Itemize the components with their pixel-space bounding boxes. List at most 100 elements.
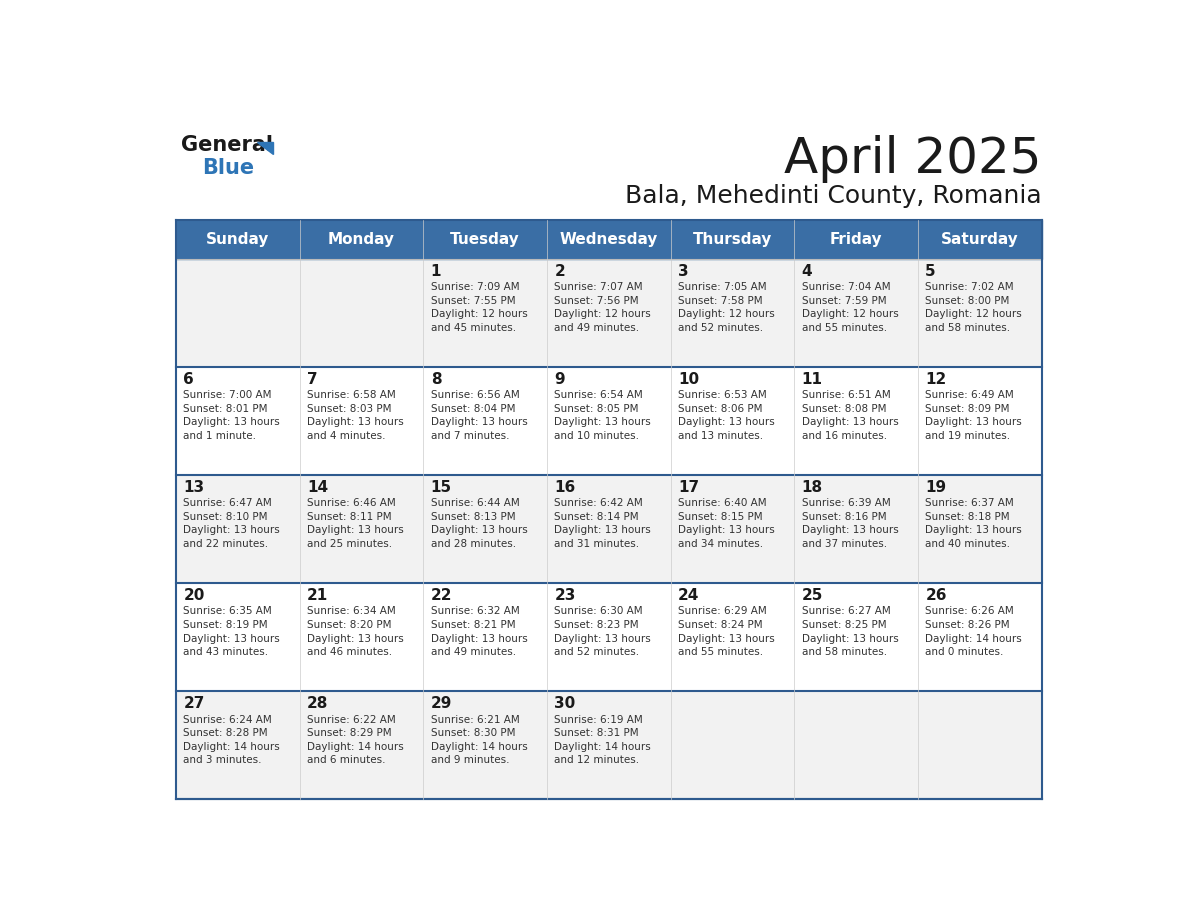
Text: Sunrise: 6:51 AM
Sunset: 8:08 PM
Daylight: 13 hours
and 16 minutes.: Sunrise: 6:51 AM Sunset: 8:08 PM Dayligh…	[802, 390, 898, 441]
Text: Sunrise: 7:00 AM
Sunset: 8:01 PM
Daylight: 13 hours
and 1 minute.: Sunrise: 7:00 AM Sunset: 8:01 PM Dayligh…	[183, 390, 280, 441]
Bar	[176, 259, 299, 367]
Bar	[671, 259, 795, 367]
Text: Friday: Friday	[829, 231, 883, 247]
Bar	[671, 583, 795, 691]
Bar	[546, 219, 671, 259]
Text: 5: 5	[925, 263, 936, 278]
Bar	[918, 219, 1042, 259]
Text: 29: 29	[431, 696, 453, 711]
Text: 15: 15	[431, 480, 451, 495]
Bar	[299, 259, 423, 367]
Text: 10: 10	[678, 372, 700, 386]
Bar	[299, 583, 423, 691]
Text: Sunrise: 7:05 AM
Sunset: 7:58 PM
Daylight: 12 hours
and 52 minutes.: Sunrise: 7:05 AM Sunset: 7:58 PM Dayligh…	[678, 282, 775, 332]
Text: Sunrise: 6:19 AM
Sunset: 8:31 PM
Daylight: 14 hours
and 12 minutes.: Sunrise: 6:19 AM Sunset: 8:31 PM Dayligh…	[555, 714, 651, 766]
Bar	[299, 475, 423, 583]
Bar	[176, 583, 299, 691]
Bar	[423, 259, 546, 367]
Text: 18: 18	[802, 480, 823, 495]
Text: Sunrise: 6:46 AM
Sunset: 8:11 PM
Daylight: 13 hours
and 25 minutes.: Sunrise: 6:46 AM Sunset: 8:11 PM Dayligh…	[308, 498, 404, 549]
Bar	[795, 367, 918, 475]
Text: Sunrise: 6:39 AM
Sunset: 8:16 PM
Daylight: 13 hours
and 37 minutes.: Sunrise: 6:39 AM Sunset: 8:16 PM Dayligh…	[802, 498, 898, 549]
Text: Sunrise: 6:30 AM
Sunset: 8:23 PM
Daylight: 13 hours
and 52 minutes.: Sunrise: 6:30 AM Sunset: 8:23 PM Dayligh…	[555, 607, 651, 657]
Text: 16: 16	[555, 480, 576, 495]
Text: Sunrise: 6:32 AM
Sunset: 8:21 PM
Daylight: 13 hours
and 49 minutes.: Sunrise: 6:32 AM Sunset: 8:21 PM Dayligh…	[431, 607, 527, 657]
Text: Sunrise: 6:58 AM
Sunset: 8:03 PM
Daylight: 13 hours
and 4 minutes.: Sunrise: 6:58 AM Sunset: 8:03 PM Dayligh…	[308, 390, 404, 441]
Bar	[423, 475, 546, 583]
Bar	[918, 259, 1042, 367]
Bar	[918, 691, 1042, 800]
Bar	[546, 691, 671, 800]
Text: 1: 1	[431, 263, 441, 278]
Bar	[795, 475, 918, 583]
Text: Sunrise: 7:09 AM
Sunset: 7:55 PM
Daylight: 12 hours
and 45 minutes.: Sunrise: 7:09 AM Sunset: 7:55 PM Dayligh…	[431, 282, 527, 332]
Bar	[176, 367, 299, 475]
Bar	[918, 583, 1042, 691]
Text: Sunrise: 6:29 AM
Sunset: 8:24 PM
Daylight: 13 hours
and 55 minutes.: Sunrise: 6:29 AM Sunset: 8:24 PM Dayligh…	[678, 607, 775, 657]
Bar	[546, 259, 671, 367]
Text: 24: 24	[678, 588, 700, 603]
Text: 22: 22	[431, 588, 453, 603]
Bar	[671, 367, 795, 475]
Text: Sunrise: 6:35 AM
Sunset: 8:19 PM
Daylight: 13 hours
and 43 minutes.: Sunrise: 6:35 AM Sunset: 8:19 PM Dayligh…	[183, 607, 280, 657]
Text: 3: 3	[678, 263, 689, 278]
Text: Sunrise: 6:27 AM
Sunset: 8:25 PM
Daylight: 13 hours
and 58 minutes.: Sunrise: 6:27 AM Sunset: 8:25 PM Dayligh…	[802, 607, 898, 657]
Text: Tuesday: Tuesday	[450, 231, 520, 247]
Text: 2: 2	[555, 263, 565, 278]
Bar	[546, 583, 671, 691]
Text: 23: 23	[555, 588, 576, 603]
Bar	[671, 691, 795, 800]
Bar	[795, 219, 918, 259]
Text: General: General	[181, 135, 273, 155]
Text: April 2025: April 2025	[784, 135, 1042, 183]
Text: 8: 8	[431, 372, 442, 386]
Text: 21: 21	[308, 588, 328, 603]
Text: Bala, Mehedinti County, Romania: Bala, Mehedinti County, Romania	[625, 185, 1042, 208]
Bar	[671, 219, 795, 259]
Bar	[546, 367, 671, 475]
Text: Sunrise: 6:34 AM
Sunset: 8:20 PM
Daylight: 13 hours
and 46 minutes.: Sunrise: 6:34 AM Sunset: 8:20 PM Dayligh…	[308, 607, 404, 657]
Text: Sunrise: 6:40 AM
Sunset: 8:15 PM
Daylight: 13 hours
and 34 minutes.: Sunrise: 6:40 AM Sunset: 8:15 PM Dayligh…	[678, 498, 775, 549]
Text: 11: 11	[802, 372, 822, 386]
Text: 13: 13	[183, 480, 204, 495]
Text: Sunrise: 6:54 AM
Sunset: 8:05 PM
Daylight: 13 hours
and 10 minutes.: Sunrise: 6:54 AM Sunset: 8:05 PM Dayligh…	[555, 390, 651, 441]
Text: Thursday: Thursday	[693, 231, 772, 247]
Text: Sunrise: 7:07 AM
Sunset: 7:56 PM
Daylight: 12 hours
and 49 minutes.: Sunrise: 7:07 AM Sunset: 7:56 PM Dayligh…	[555, 282, 651, 332]
Text: 25: 25	[802, 588, 823, 603]
Text: Sunrise: 7:02 AM
Sunset: 8:00 PM
Daylight: 12 hours
and 58 minutes.: Sunrise: 7:02 AM Sunset: 8:00 PM Dayligh…	[925, 282, 1022, 332]
Text: 30: 30	[555, 696, 576, 711]
Bar	[423, 367, 546, 475]
Text: Sunrise: 6:47 AM
Sunset: 8:10 PM
Daylight: 13 hours
and 22 minutes.: Sunrise: 6:47 AM Sunset: 8:10 PM Dayligh…	[183, 498, 280, 549]
Text: 7: 7	[308, 372, 317, 386]
Text: Sunrise: 6:42 AM
Sunset: 8:14 PM
Daylight: 13 hours
and 31 minutes.: Sunrise: 6:42 AM Sunset: 8:14 PM Dayligh…	[555, 498, 651, 549]
Text: 20: 20	[183, 588, 204, 603]
Text: Sunrise: 6:53 AM
Sunset: 8:06 PM
Daylight: 13 hours
and 13 minutes.: Sunrise: 6:53 AM Sunset: 8:06 PM Dayligh…	[678, 390, 775, 441]
Bar	[176, 475, 299, 583]
Bar	[299, 367, 423, 475]
Bar	[176, 691, 299, 800]
Bar	[423, 583, 546, 691]
Bar	[795, 259, 918, 367]
Bar	[423, 691, 546, 800]
Bar	[918, 475, 1042, 583]
Text: Sunrise: 7:04 AM
Sunset: 7:59 PM
Daylight: 12 hours
and 55 minutes.: Sunrise: 7:04 AM Sunset: 7:59 PM Dayligh…	[802, 282, 898, 332]
Text: Sunrise: 6:24 AM
Sunset: 8:28 PM
Daylight: 14 hours
and 3 minutes.: Sunrise: 6:24 AM Sunset: 8:28 PM Dayligh…	[183, 714, 280, 766]
Bar	[176, 219, 299, 259]
Text: Sunrise: 6:37 AM
Sunset: 8:18 PM
Daylight: 13 hours
and 40 minutes.: Sunrise: 6:37 AM Sunset: 8:18 PM Dayligh…	[925, 498, 1022, 549]
Text: Sunrise: 6:49 AM
Sunset: 8:09 PM
Daylight: 13 hours
and 19 minutes.: Sunrise: 6:49 AM Sunset: 8:09 PM Dayligh…	[925, 390, 1022, 441]
Text: Sunrise: 6:26 AM
Sunset: 8:26 PM
Daylight: 14 hours
and 0 minutes.: Sunrise: 6:26 AM Sunset: 8:26 PM Dayligh…	[925, 607, 1022, 657]
Text: 17: 17	[678, 480, 700, 495]
Bar	[299, 219, 423, 259]
Polygon shape	[257, 142, 273, 154]
Text: Sunrise: 6:22 AM
Sunset: 8:29 PM
Daylight: 14 hours
and 6 minutes.: Sunrise: 6:22 AM Sunset: 8:29 PM Dayligh…	[308, 714, 404, 766]
Text: 9: 9	[555, 372, 565, 386]
Text: Sunrise: 6:44 AM
Sunset: 8:13 PM
Daylight: 13 hours
and 28 minutes.: Sunrise: 6:44 AM Sunset: 8:13 PM Dayligh…	[431, 498, 527, 549]
Text: 28: 28	[308, 696, 329, 711]
Bar	[795, 583, 918, 691]
Text: Sunrise: 6:56 AM
Sunset: 8:04 PM
Daylight: 13 hours
and 7 minutes.: Sunrise: 6:56 AM Sunset: 8:04 PM Dayligh…	[431, 390, 527, 441]
Text: Saturday: Saturday	[941, 231, 1018, 247]
Text: 14: 14	[308, 480, 328, 495]
Bar	[671, 475, 795, 583]
Bar	[546, 475, 671, 583]
Bar	[299, 691, 423, 800]
